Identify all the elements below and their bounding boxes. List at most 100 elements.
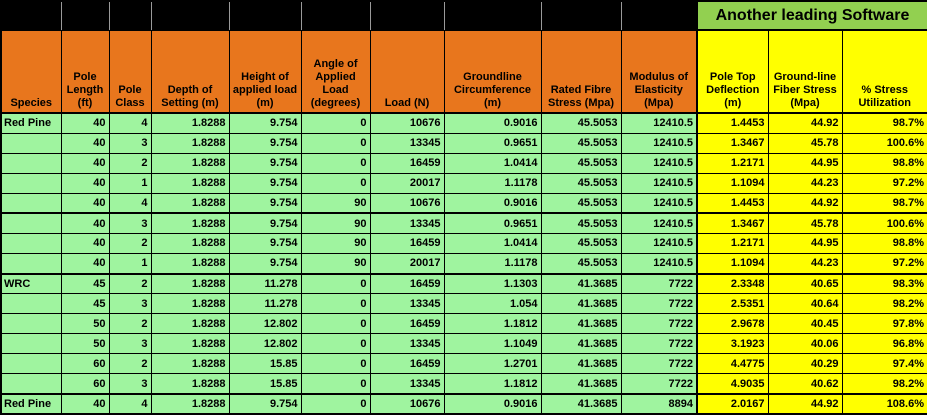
cell-pole-top-deflection-m[interactable]: 2.0167 xyxy=(696,393,769,415)
cell-pct-stress-utilization[interactable]: 98.8% xyxy=(841,232,927,254)
cell-pole-top-deflection-m[interactable]: 1.1094 xyxy=(696,172,769,194)
cell-groundline-fiber-stress-mpa[interactable]: 44.92 xyxy=(767,192,843,215)
cell-angle-of-applied-load-degrees[interactable]: 0 xyxy=(300,333,371,355)
cell-modulus-of-elasticity-mpa[interactable]: 7722 xyxy=(620,373,698,395)
cell-groundline-circumference-m[interactable]: 1.1303 xyxy=(443,272,542,295)
cell-height-of-applied-load-m[interactable]: 12.802 xyxy=(228,313,302,335)
cell-species[interactable] xyxy=(0,152,62,174)
cell-pct-stress-utilization[interactable]: 98.7% xyxy=(841,112,927,134)
cell-depth-of-setting-m[interactable]: 1.8288 xyxy=(150,192,230,215)
cell-pct-stress-utilization[interactable]: 98.8% xyxy=(841,152,927,174)
cell-load-n[interactable]: 20017 xyxy=(369,252,445,275)
column-header-pct-stress-utilization[interactable]: % Stress Utilization xyxy=(841,29,927,114)
cell-pole-class[interactable]: 1 xyxy=(108,252,152,275)
cell-height-of-applied-load-m[interactable]: 9.754 xyxy=(228,393,302,415)
cell-rated-fibre-stress-mpa[interactable]: 45.5053 xyxy=(540,232,622,254)
column-header-pole-top-deflection-m[interactable]: Pole Top Deflection (m) xyxy=(696,29,769,114)
cell-height-of-applied-load-m[interactable]: 11.278 xyxy=(228,272,302,295)
cell-height-of-applied-load-m[interactable]: 9.754 xyxy=(228,172,302,194)
cell-species[interactable] xyxy=(0,232,62,254)
cell-rated-fibre-stress-mpa[interactable]: 45.5053 xyxy=(540,212,622,234)
cell-pole-length-ft[interactable]: 45 xyxy=(60,293,110,315)
cell-pct-stress-utilization[interactable]: 98.2% xyxy=(841,373,927,395)
cell-depth-of-setting-m[interactable]: 1.8288 xyxy=(150,172,230,194)
cell-angle-of-applied-load-degrees[interactable]: 90 xyxy=(300,252,371,275)
column-header-angle-of-applied-load-degrees[interactable]: Angle of Applied Load (degrees) xyxy=(300,29,371,114)
cell-modulus-of-elasticity-mpa[interactable]: 7722 xyxy=(620,333,698,355)
column-header-rated-fibre-stress-mpa[interactable]: Rated Fibre Stress (Mpa) xyxy=(540,29,622,114)
cell-pole-top-deflection-m[interactable]: 1.4453 xyxy=(696,192,769,215)
cell-groundline-fiber-stress-mpa[interactable]: 40.65 xyxy=(767,272,843,295)
cell-modulus-of-elasticity-mpa[interactable]: 12410.5 xyxy=(620,152,698,174)
cell-pole-length-ft[interactable]: 40 xyxy=(60,232,110,254)
cell-pole-length-ft[interactable]: 40 xyxy=(60,192,110,215)
cell-depth-of-setting-m[interactable]: 1.8288 xyxy=(150,232,230,254)
cell-depth-of-setting-m[interactable]: 1.8288 xyxy=(150,353,230,375)
cell-pole-top-deflection-m[interactable]: 2.3348 xyxy=(696,272,769,295)
cell-groundline-circumference-m[interactable]: 0.9651 xyxy=(443,132,542,154)
cell-height-of-applied-load-m[interactable]: 9.754 xyxy=(228,152,302,174)
cell-height-of-applied-load-m[interactable]: 9.754 xyxy=(228,212,302,234)
cell-angle-of-applied-load-degrees[interactable]: 0 xyxy=(300,353,371,375)
cell-angle-of-applied-load-degrees[interactable]: 0 xyxy=(300,172,371,194)
cell-rated-fibre-stress-mpa[interactable]: 41.3685 xyxy=(540,353,622,375)
cell-rated-fibre-stress-mpa[interactable]: 41.3685 xyxy=(540,333,622,355)
column-header-pole-length-ft[interactable]: Pole Length (ft) xyxy=(60,29,110,114)
cell-groundline-fiber-stress-mpa[interactable]: 45.78 xyxy=(767,212,843,234)
cell-species[interactable] xyxy=(0,172,62,194)
cell-groundline-circumference-m[interactable]: 1.1812 xyxy=(443,313,542,335)
cell-pole-top-deflection-m[interactable]: 1.3467 xyxy=(696,132,769,154)
cell-species[interactable] xyxy=(0,353,62,375)
cell-pct-stress-utilization[interactable]: 100.6% xyxy=(841,132,927,154)
cell-angle-of-applied-load-degrees[interactable]: 90 xyxy=(300,192,371,215)
cell-pole-class[interactable]: 2 xyxy=(108,272,152,295)
cell-pct-stress-utilization[interactable]: 108.6% xyxy=(841,393,927,415)
cell-angle-of-applied-load-degrees[interactable]: 0 xyxy=(300,152,371,174)
cell-pole-length-ft[interactable]: 50 xyxy=(60,333,110,355)
cell-pole-class[interactable]: 4 xyxy=(108,112,152,134)
cell-angle-of-applied-load-degrees[interactable]: 0 xyxy=(300,393,371,415)
cell-depth-of-setting-m[interactable]: 1.8288 xyxy=(150,373,230,395)
cell-load-n[interactable]: 16459 xyxy=(369,313,445,335)
cell-pole-length-ft[interactable]: 40 xyxy=(60,172,110,194)
cell-groundline-circumference-m[interactable]: 1.1178 xyxy=(443,252,542,275)
cell-species[interactable] xyxy=(0,373,62,395)
cell-modulus-of-elasticity-mpa[interactable]: 12410.5 xyxy=(620,132,698,154)
cell-pole-length-ft[interactable]: 40 xyxy=(60,112,110,134)
cell-pole-top-deflection-m[interactable]: 1.2171 xyxy=(696,152,769,174)
cell-pole-class[interactable]: 3 xyxy=(108,373,152,395)
cell-depth-of-setting-m[interactable]: 1.8288 xyxy=(150,252,230,275)
cell-pole-top-deflection-m[interactable]: 1.1094 xyxy=(696,252,769,275)
cell-pole-top-deflection-m[interactable]: 4.4775 xyxy=(696,353,769,375)
cell-rated-fibre-stress-mpa[interactable]: 45.5053 xyxy=(540,112,622,134)
cell-load-n[interactable]: 13345 xyxy=(369,212,445,234)
cell-pole-class[interactable]: 3 xyxy=(108,132,152,154)
cell-rated-fibre-stress-mpa[interactable]: 45.5053 xyxy=(540,132,622,154)
cell-pole-class[interactable]: 1 xyxy=(108,172,152,194)
cell-groundline-circumference-m[interactable]: 1.1178 xyxy=(443,172,542,194)
cell-depth-of-setting-m[interactable]: 1.8288 xyxy=(150,132,230,154)
cell-species[interactable] xyxy=(0,252,62,275)
cell-modulus-of-elasticity-mpa[interactable]: 7722 xyxy=(620,353,698,375)
cell-pole-class[interactable]: 3 xyxy=(108,333,152,355)
cell-species[interactable] xyxy=(0,293,62,315)
cell-depth-of-setting-m[interactable]: 1.8288 xyxy=(150,272,230,295)
cell-pct-stress-utilization[interactable]: 98.7% xyxy=(841,192,927,215)
cell-load-n[interactable]: 10676 xyxy=(369,393,445,415)
cell-groundline-fiber-stress-mpa[interactable]: 44.23 xyxy=(767,252,843,275)
cell-species[interactable]: Red Pine xyxy=(0,112,62,134)
cell-load-n[interactable]: 10676 xyxy=(369,112,445,134)
cell-pole-class[interactable]: 2 xyxy=(108,232,152,254)
cell-species[interactable]: Red Pine xyxy=(0,393,62,415)
cell-groundline-circumference-m[interactable]: 1.1049 xyxy=(443,333,542,355)
cell-load-n[interactable]: 13345 xyxy=(369,373,445,395)
cell-load-n[interactable]: 20017 xyxy=(369,172,445,194)
cell-depth-of-setting-m[interactable]: 1.8288 xyxy=(150,152,230,174)
cell-pct-stress-utilization[interactable]: 97.2% xyxy=(841,172,927,194)
cell-pole-length-ft[interactable]: 45 xyxy=(60,272,110,295)
cell-pole-length-ft[interactable]: 40 xyxy=(60,393,110,415)
cell-groundline-circumference-m[interactable]: 1.1812 xyxy=(443,373,542,395)
cell-rated-fibre-stress-mpa[interactable]: 41.3685 xyxy=(540,373,622,395)
cell-height-of-applied-load-m[interactable]: 9.754 xyxy=(228,132,302,154)
cell-pct-stress-utilization[interactable]: 97.8% xyxy=(841,313,927,335)
